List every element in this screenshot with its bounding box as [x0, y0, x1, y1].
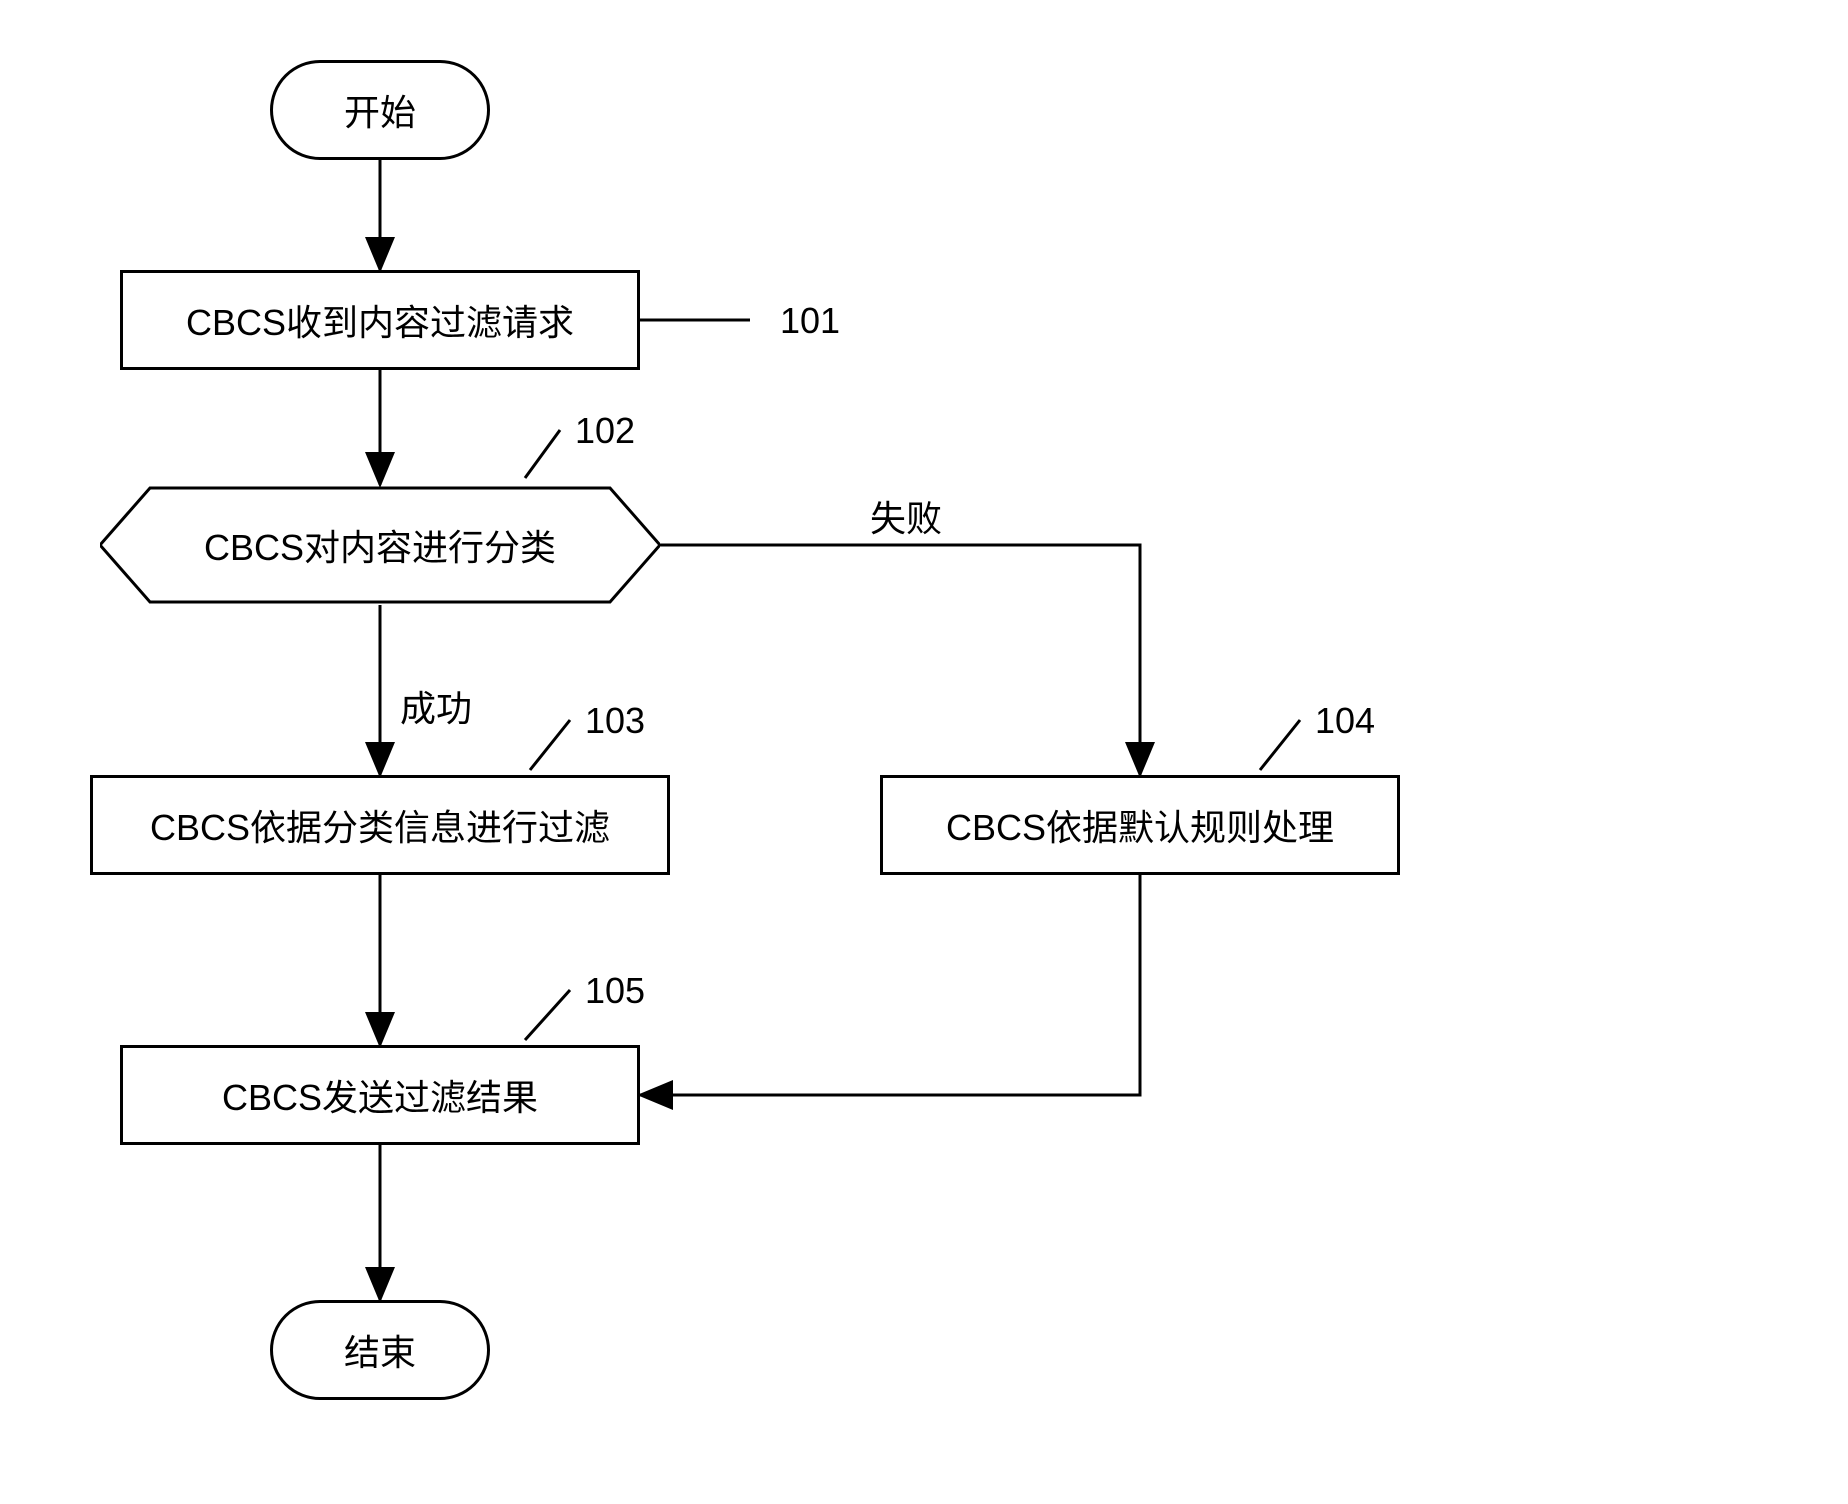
label-104: 104: [1315, 700, 1375, 742]
node-end: 结束: [270, 1300, 490, 1400]
flowchart-container: 开始 CBCS收到内容过滤请求 CBCS对内容进行分类 CBCS依据分类信息进行…: [0, 0, 1848, 1504]
node-105-text: CBCS发送过滤结果: [222, 1069, 538, 1121]
node-102-text: CBCS对内容进行分类: [204, 519, 556, 571]
node-104: CBCS依据默认规则处理: [880, 775, 1400, 875]
node-end-text: 结束: [344, 1324, 416, 1376]
node-103-text: CBCS依据分类信息进行过滤: [150, 799, 610, 851]
label-103: 103: [585, 700, 645, 742]
label-101: 101: [780, 300, 840, 342]
edge-label-fail: 失败: [870, 490, 942, 542]
node-start: 开始: [270, 60, 490, 160]
label-102: 102: [575, 410, 635, 452]
node-start-text: 开始: [344, 84, 416, 136]
label-105: 105: [585, 970, 645, 1012]
node-105: CBCS发送过滤结果: [120, 1045, 640, 1145]
node-101: CBCS收到内容过滤请求: [120, 270, 640, 370]
label-102-text: 102: [575, 410, 635, 451]
node-103: CBCS依据分类信息进行过滤: [90, 775, 670, 875]
flowchart-edges: [0, 0, 1848, 1504]
node-101-text: CBCS收到内容过滤请求: [186, 294, 574, 346]
label-104-text: 104: [1315, 700, 1375, 741]
label-105-text: 105: [585, 970, 645, 1011]
label-101-text: 101: [780, 300, 840, 341]
node-104-text: CBCS依据默认规则处理: [946, 799, 1334, 851]
label-103-text: 103: [585, 700, 645, 741]
node-102: CBCS对内容进行分类: [100, 485, 660, 605]
edge-label-success: 成功: [400, 680, 472, 732]
